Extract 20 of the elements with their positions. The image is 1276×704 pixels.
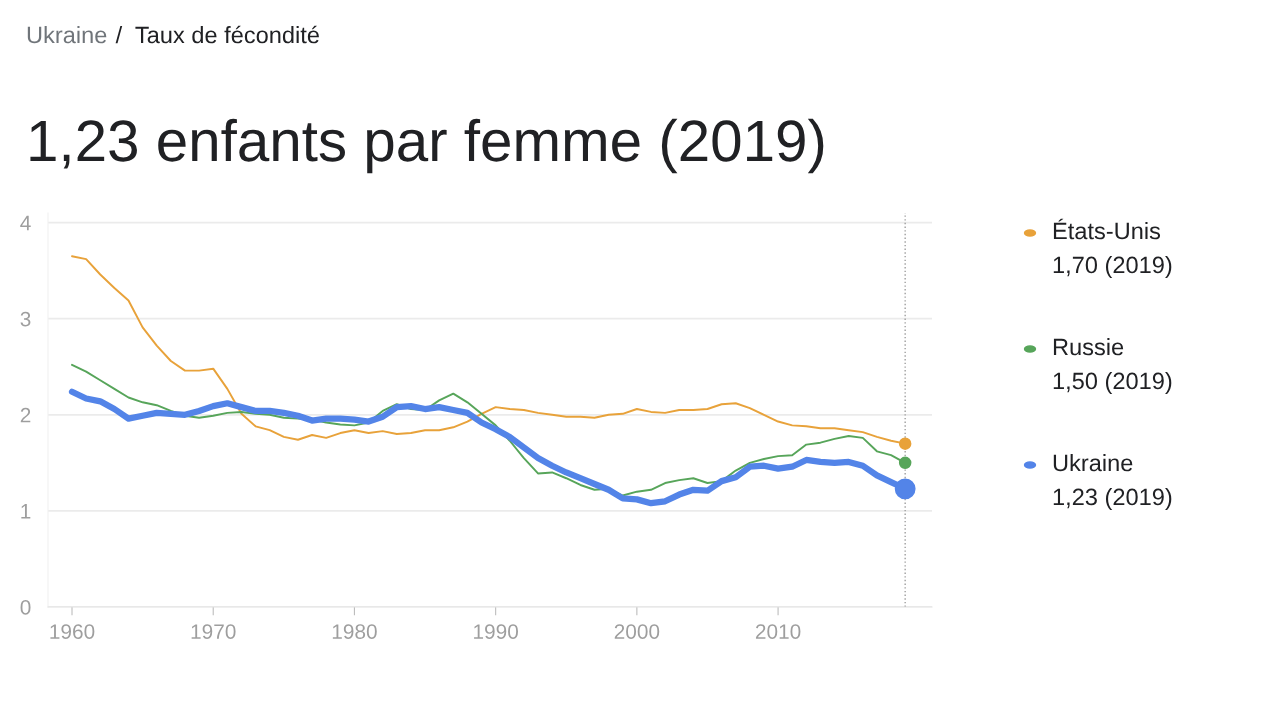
- legend-label: États-Unis: [1053, 218, 1161, 240]
- chart-title: 1,23 enfants par femme (2019): [30, 118, 824, 174]
- y-tick-label: 2: [20, 407, 31, 423]
- x-tick-label: 2000: [614, 624, 660, 639]
- x-tick-label: 1980: [332, 624, 377, 639]
- y-tick-label: 4: [20, 215, 31, 231]
- text: 1,70 (2019): [1053, 256, 1172, 278]
- x-tick-label: 1960: [50, 624, 95, 639]
- y-tick-label: 1: [21, 504, 31, 519]
- text: Ukraine: [27, 26, 107, 44]
- text: 1,50 (2019): [1053, 371, 1172, 394]
- x-tick-label: 1990: [474, 624, 519, 639]
- text: 1,23 (2019): [1053, 487, 1172, 510]
- x-tick-label: 1970: [191, 624, 236, 639]
- legend-label: Russie: [1053, 337, 1124, 356]
- y-tick-label: 0: [20, 600, 31, 615]
- text: / Taux de fécondité: [115, 25, 319, 44]
- x-tick-label: 2010: [755, 624, 801, 639]
- legend-label: Ukraine: [1053, 453, 1133, 472]
- y-tick-label: 3: [20, 311, 31, 327]
